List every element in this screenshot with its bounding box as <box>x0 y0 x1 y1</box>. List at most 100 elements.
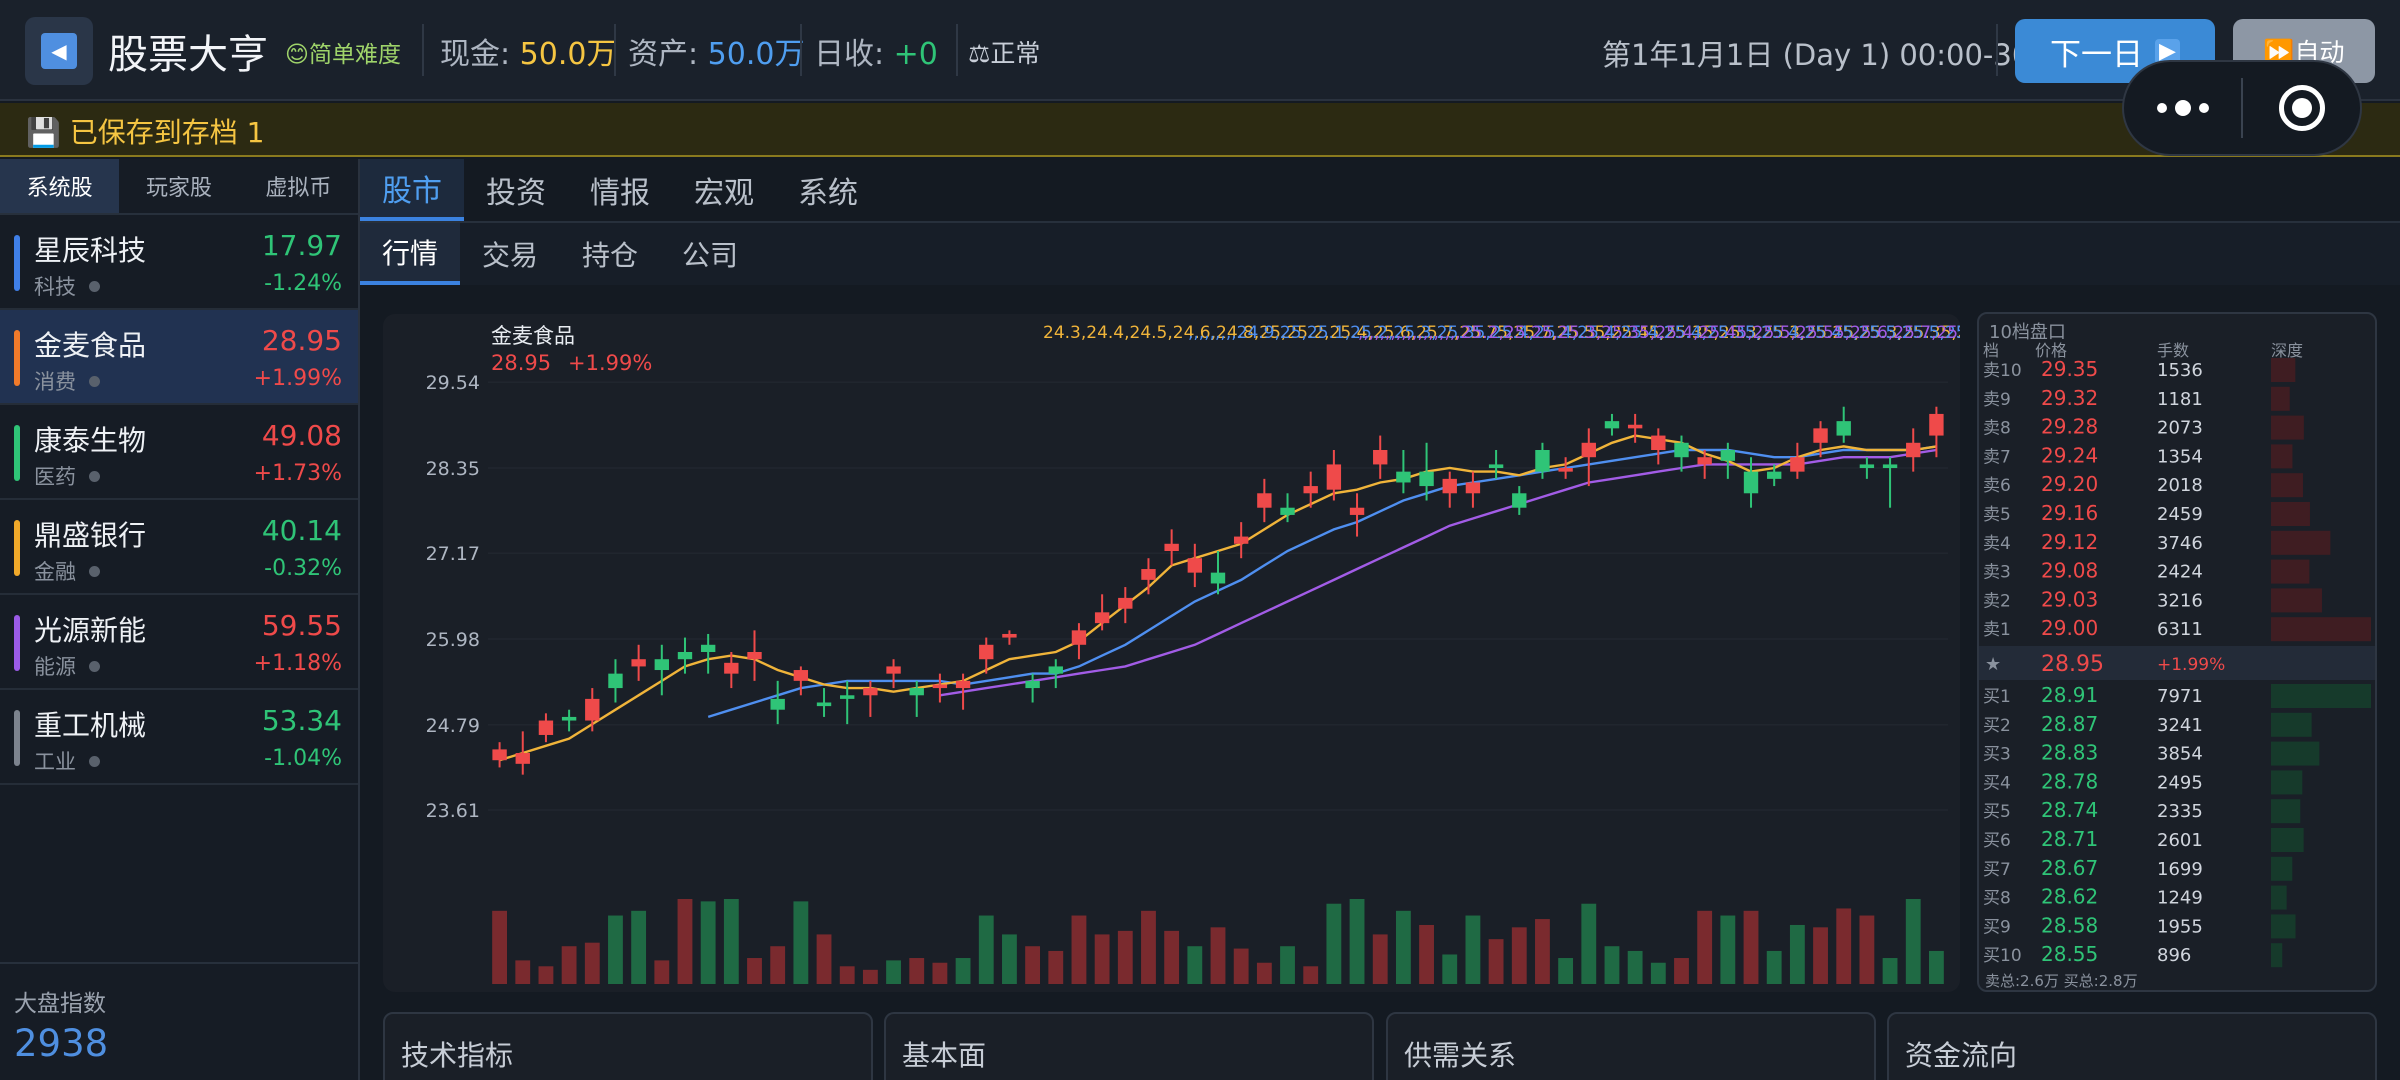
tab-macro[interactable]: 宏观 <box>694 176 754 211</box>
candle-body <box>1164 543 1179 551</box>
stock-name: 金麦食品 <box>34 329 147 362</box>
candle-body <box>677 652 693 660</box>
volume-bar <box>1419 924 1434 984</box>
level-volume: 2459 <box>2157 504 2203 525</box>
tab-trade[interactable]: 交易 <box>482 239 539 272</box>
panel-supply-demand[interactable]: 供需关系 <box>1386 1012 1876 1080</box>
stock-sector: 工业 <box>34 750 76 774</box>
tab-system-stocks[interactable]: 系统股 <box>0 159 120 213</box>
candle-body <box>979 644 994 660</box>
cash-value: 50.0万 <box>519 37 617 72</box>
level-volume: 1699 <box>2157 859 2203 880</box>
y-tick-label: 24.79 <box>426 715 480 737</box>
candle-body <box>1651 435 1666 450</box>
volume-bar <box>1280 946 1295 984</box>
kline-chart-panel[interactable]: 29.54 28.35 27.17 25.98 24.79 23.61 金麦食品 28.95 +… <box>383 314 2400 992</box>
tab-holdings[interactable]: 持仓 <box>582 239 639 272</box>
sector-color-bar <box>14 520 20 576</box>
tab-quotes[interactable]: 行情 <box>360 223 461 285</box>
candle-body <box>1743 471 1759 494</box>
panel-technical[interactable]: 技术指标 <box>383 1012 873 1080</box>
chart-title: 金麦食品 <box>491 324 575 348</box>
stock-price: 59.55 <box>261 609 342 642</box>
kline-chart[interactable]: 29.54 28.35 27.17 25.98 24.79 23.61 金麦食品 28.95 +… <box>383 314 2400 992</box>
candle-body <box>1581 442 1596 458</box>
stock-list-item[interactable]: 重工机械 工业 53.34 -1.04% <box>0 690 358 785</box>
panel-fund-flow[interactable]: 资金流向 <box>1887 1012 2377 1080</box>
volume-bar <box>1604 946 1620 984</box>
candle-body <box>1025 680 1040 689</box>
index-label: 大盘指数 <box>14 991 106 1017</box>
volume-bar <box>1928 950 1944 984</box>
level-label: 买3 <box>1983 745 2011 765</box>
stock-list-item[interactable]: 鼎盛银行 金融 40.14 -0.32% <box>0 500 358 595</box>
next-day-button[interactable]: 下一日 ▶ <box>2015 19 2215 83</box>
volume-bar <box>816 934 832 984</box>
target-icon <box>2278 85 2325 131</box>
tab-company[interactable]: 公司 <box>682 239 739 272</box>
app-title: 股票大亨 <box>108 32 268 78</box>
panel-fundamental[interactable]: 基本面 <box>884 1012 1374 1080</box>
y-tick-label: 28.35 <box>426 458 480 480</box>
orderbook-header: 深度 <box>2271 341 2303 360</box>
stock-list: 星辰科技 科技 17.97 -1.24% 金麦食品 消费 28.95 +1.99% 康泰生物 医药… <box>0 215 358 785</box>
volume-bar <box>1813 927 1828 984</box>
tab-market[interactable]: 股市 <box>360 159 464 221</box>
candle-body <box>816 702 832 707</box>
stock-list-item[interactable]: 金麦食品 消费 28.95 +1.99% <box>0 310 358 405</box>
volume-bar <box>1256 962 1272 984</box>
back-button[interactable]: ◀ <box>25 17 93 85</box>
candle-body <box>1187 558 1203 573</box>
volume-bar <box>793 901 809 984</box>
ma5-line <box>499 434 1937 762</box>
depth-bar <box>2271 530 2331 555</box>
level-label: 买7 <box>1983 860 2011 880</box>
level-price: 29.00 <box>2041 616 2098 640</box>
orderbook-panel: 10档盘口档 价格 手数 深度 卖10 29.35 1536 卖9 29.32 1181 卖8 29.… <box>1977 312 2377 992</box>
save-notice: 💾 已保存到存档 1 <box>0 103 2400 157</box>
stock-list-item[interactable]: 光源新能 能源 59.55 +1.18% <box>0 595 358 690</box>
volume-bar <box>1882 958 1898 984</box>
level-volume: 2073 <box>2157 418 2203 439</box>
tab-intel[interactable]: 情报 <box>590 176 650 211</box>
level-price: 28.91 <box>2041 683 2098 707</box>
candle-body <box>1071 630 1087 645</box>
tab-player-stocks[interactable]: 玩家股 <box>145 176 212 201</box>
current-change: +1.99% <box>2157 655 2225 675</box>
level-label: 卖4 <box>1983 534 2011 554</box>
candle-body <box>1558 468 1573 472</box>
level-price: 28.78 <box>2041 769 2098 793</box>
tab-system[interactable]: 系统 <box>798 176 858 211</box>
volume-bar <box>1650 962 1666 984</box>
analysis-panels: 技术指标 基本面 供需关系 资金流向 <box>383 1012 2377 1080</box>
top-bar: ◀ 股票大亨 😊简单难度 现金: 50.0万 资产: 50.0万 日收: +0 … <box>0 0 2400 101</box>
level-label: 卖2 <box>1983 591 2011 611</box>
tab-invest[interactable]: 投资 <box>486 176 546 211</box>
orderbook-title: 10档盘口 <box>1989 322 2066 343</box>
level-volume: 1249 <box>2157 888 2203 909</box>
volume-bar <box>747 958 762 984</box>
status-dot-icon <box>89 566 100 577</box>
stock-list-item[interactable]: 康泰生物 医药 49.08 +1.73% <box>0 405 358 500</box>
tab-virtual-coins[interactable]: 虚拟币 <box>265 176 332 201</box>
stock-sidebar: 系统股 玩家股 虚拟币 星辰科技 科技 17.97 -1.24% 金麦食品 消费 28.95… <box>0 159 360 1080</box>
volume-bar <box>584 942 600 984</box>
candle-body <box>1094 612 1110 624</box>
volume-bar <box>1766 950 1782 984</box>
current-price-row <box>1979 646 2375 680</box>
candle-body <box>1790 457 1805 472</box>
stock-list-item[interactable]: 星辰科技 科技 17.97 -1.24% <box>0 215 358 310</box>
candle-body <box>1141 569 1156 580</box>
volume-bar <box>1210 927 1226 984</box>
level-price: 28.87 <box>2041 712 2098 736</box>
close-capsule-button[interactable] <box>2243 62 2360 154</box>
candle-body <box>585 698 600 721</box>
level-label: 卖7 <box>1983 447 2011 467</box>
level-volume: 7971 <box>2157 686 2203 707</box>
index-value: 2938 <box>14 1022 109 1065</box>
more-menu-button[interactable] <box>2124 62 2241 154</box>
level-label: 买10 <box>1983 946 2022 966</box>
daily-stat: 日收: +0 <box>814 29 938 73</box>
